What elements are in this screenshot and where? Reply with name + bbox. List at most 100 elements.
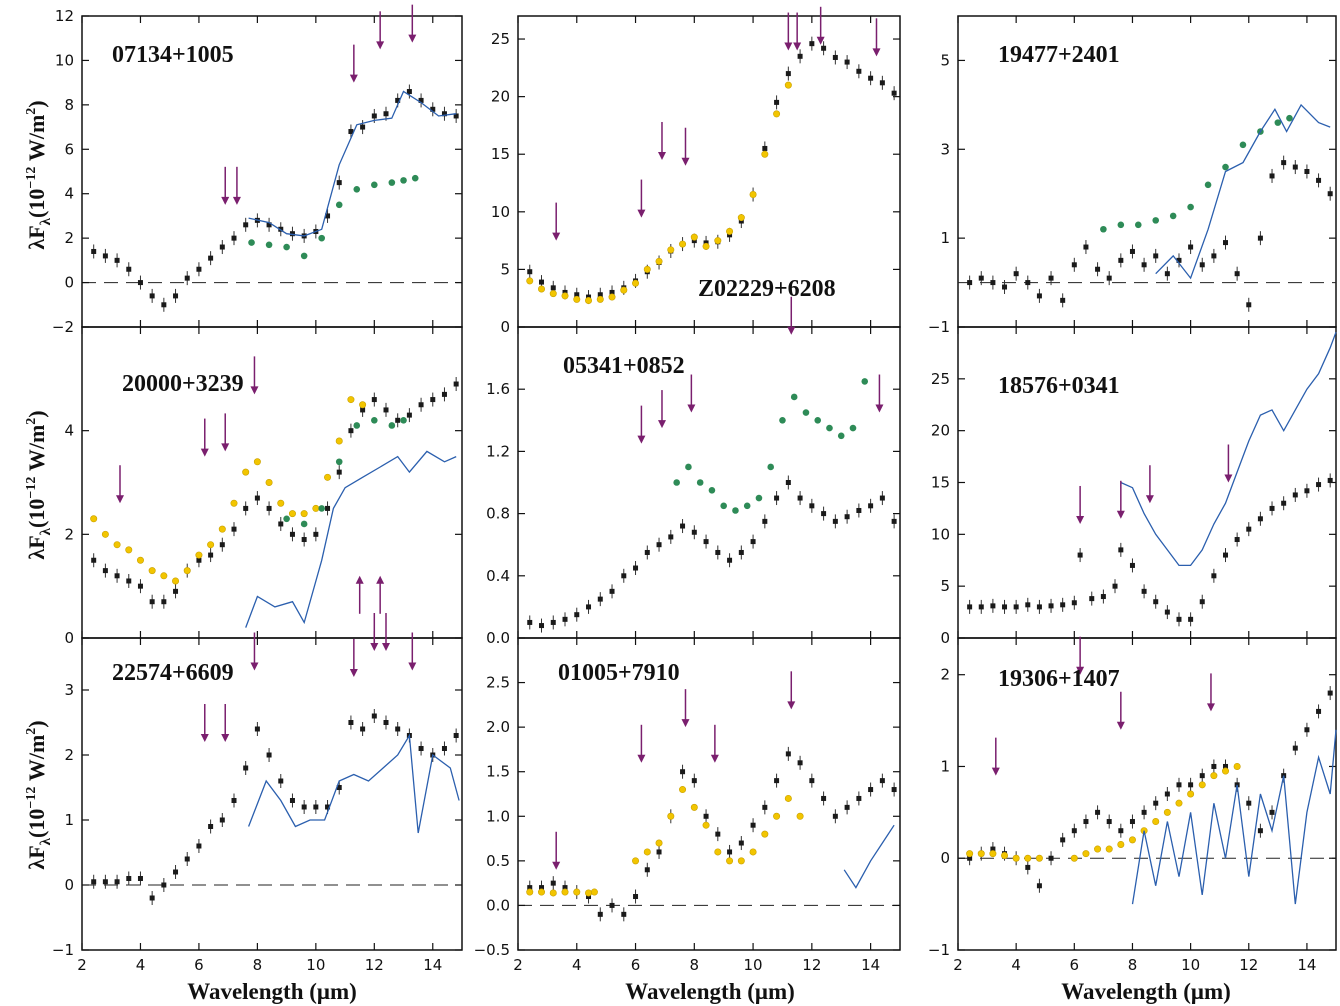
series-green xyxy=(673,378,869,514)
data-point xyxy=(856,795,862,801)
data-point xyxy=(1117,840,1125,848)
data-point xyxy=(879,80,885,86)
feature-arrow xyxy=(1076,485,1085,524)
series-black xyxy=(527,475,897,633)
data-point xyxy=(585,889,593,897)
data-point xyxy=(550,285,556,291)
feature-arrow xyxy=(408,632,417,671)
panel-title: 07134+1005 xyxy=(112,42,234,68)
data-point xyxy=(1106,275,1112,281)
data-point xyxy=(161,599,167,605)
data-point xyxy=(114,257,120,263)
feature-arrow xyxy=(370,613,379,651)
feature-arrow xyxy=(376,11,385,50)
data-point xyxy=(149,895,155,901)
data-point xyxy=(632,857,640,865)
data-point xyxy=(312,504,320,512)
data-point xyxy=(608,293,616,301)
series-blue xyxy=(245,450,457,628)
data-point xyxy=(91,879,97,885)
data-point xyxy=(868,787,874,793)
data-point xyxy=(430,397,436,403)
data-point xyxy=(173,869,179,875)
feature-arrow xyxy=(637,179,646,218)
y-tick-label: 1.5 xyxy=(486,763,510,781)
y-tick-label: 0 xyxy=(940,629,950,647)
data-point xyxy=(1095,266,1101,272)
y-tick-label: 25 xyxy=(491,30,510,48)
feature-arrow xyxy=(221,704,230,742)
data-point xyxy=(1128,836,1136,844)
feature-arrow xyxy=(637,405,646,444)
x-tick-label: 8 xyxy=(690,956,700,974)
data-point xyxy=(418,97,424,103)
y-tick-label: 0.0 xyxy=(486,629,510,647)
data-point xyxy=(336,180,342,186)
data-point xyxy=(586,894,592,900)
arrow-head xyxy=(637,754,646,763)
data-point xyxy=(1304,488,1310,494)
data-point xyxy=(313,531,319,537)
data-point xyxy=(774,99,780,105)
data-point xyxy=(335,201,343,209)
data-point xyxy=(762,518,768,524)
data-point xyxy=(573,888,581,896)
data-point xyxy=(266,505,272,511)
x-tick-label: 2 xyxy=(953,956,963,974)
data-point xyxy=(196,557,202,563)
feature-arrow xyxy=(349,44,358,83)
data-point xyxy=(826,424,833,432)
data-point xyxy=(785,480,791,485)
data-point xyxy=(977,850,985,858)
data-point xyxy=(1025,864,1031,870)
data-point xyxy=(573,295,581,303)
panel-07134+1005: −2 0 2 4 6 8 10 12 07134+1005 xyxy=(52,4,463,336)
data-point xyxy=(318,234,325,242)
data-point xyxy=(1292,164,1298,170)
data-point xyxy=(590,888,598,896)
data-point xyxy=(418,402,424,408)
data-point xyxy=(809,778,815,784)
feature-arrow xyxy=(1145,465,1154,504)
series-yellow xyxy=(526,81,792,305)
arrow-head xyxy=(1206,703,1215,712)
feature-arrow xyxy=(681,689,690,728)
data-point xyxy=(289,798,295,803)
series-yellow xyxy=(966,762,1241,862)
data-point xyxy=(844,514,850,520)
x-tick-label: 8 xyxy=(253,956,263,974)
data-point xyxy=(406,412,412,418)
data-point xyxy=(1187,203,1194,211)
data-point xyxy=(371,397,377,403)
y-tick-label: 12 xyxy=(55,7,74,25)
data-point xyxy=(832,54,838,60)
data-point xyxy=(1316,482,1322,488)
x-tick-label: 6 xyxy=(194,956,204,974)
y-tick-label: 0 xyxy=(64,629,74,647)
arrow-head xyxy=(408,662,417,671)
data-point xyxy=(1152,217,1160,224)
data-point xyxy=(1089,596,1095,602)
data-point xyxy=(597,292,603,298)
data-point xyxy=(208,255,214,261)
data-point xyxy=(1129,819,1135,825)
data-point xyxy=(1234,537,1240,543)
panel-Z02229+6208: 0 5 10 15 20 25 Z02229+6208 xyxy=(491,6,901,336)
data-point xyxy=(1035,854,1043,862)
data-point xyxy=(184,856,190,862)
data-point xyxy=(990,603,996,609)
data-point xyxy=(714,848,722,856)
x-tick-label: 10 xyxy=(306,956,325,974)
data-point xyxy=(868,503,874,509)
data-point xyxy=(453,381,459,387)
data-point xyxy=(749,191,757,199)
data-point xyxy=(1223,763,1229,769)
y-axis-title-row-3: λFλ(10−12 W/m2) xyxy=(24,720,54,869)
data-point xyxy=(383,720,389,725)
feature-arrow xyxy=(793,12,802,51)
arrow-head xyxy=(221,196,230,205)
y-tick-label: −1 xyxy=(52,941,74,959)
data-point xyxy=(359,401,367,409)
y-tick-label: 2 xyxy=(64,229,74,247)
